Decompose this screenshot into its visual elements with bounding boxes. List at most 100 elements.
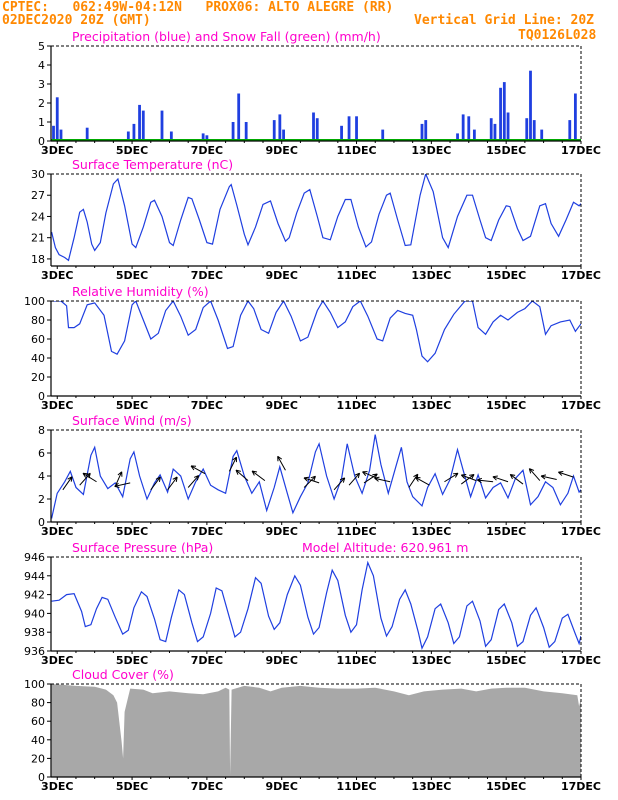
x-tick-label: 11DEC	[337, 399, 377, 412]
precip-bar	[160, 110, 164, 141]
x-tick-label: 11DEC	[337, 780, 377, 793]
wind-arrow	[167, 476, 178, 491]
wind-arrow	[460, 473, 475, 485]
header-location: CPTEC: 062:49W-04:12N PROX06: ALTO ALEGR…	[2, 0, 394, 15]
panel-annotation: Model Altitude: 620.961 m	[302, 540, 468, 555]
precip-bar	[472, 129, 476, 141]
precip-bar	[489, 118, 493, 141]
precip-bar	[315, 118, 319, 141]
wind-arrow	[476, 477, 494, 484]
wind-arrow	[528, 468, 541, 481]
x-tick-label: 5DEC	[116, 654, 148, 667]
x-tick-label: 9DEC	[266, 780, 298, 793]
precip-bar	[467, 116, 471, 141]
series-line	[51, 434, 581, 519]
x-tick-label: 13DEC	[411, 654, 451, 667]
precip-bar	[456, 133, 459, 141]
precip-bar	[340, 125, 343, 141]
series-line	[51, 174, 581, 262]
x-tick-label: 3DEC	[41, 144, 73, 157]
x-tick-label: 11DEC	[337, 144, 377, 157]
wind-arrow	[228, 456, 237, 472]
series-line	[51, 560, 581, 650]
x-tick-label: 5DEC	[116, 269, 148, 282]
x-tick-label: 13DEC	[411, 144, 451, 157]
precip-bar	[540, 129, 544, 141]
precip-bar	[506, 112, 510, 141]
y-tick-label: 2	[38, 493, 45, 506]
x-tick-label: 5DEC	[116, 780, 148, 793]
data-layer	[51, 70, 581, 141]
x-tick-label: 5DEC	[116, 525, 148, 538]
y-tick-label: 938	[24, 626, 45, 639]
x-tick-label: 17DEC	[561, 525, 601, 538]
data-layer	[51, 174, 581, 262]
panel-title: Relative Humidity (%)	[72, 284, 209, 299]
panel-2	[47, 300, 582, 399]
series-line	[51, 301, 581, 363]
precip-bar	[205, 135, 209, 141]
precip-bar	[529, 70, 532, 141]
y-tick-label: 40	[31, 734, 45, 747]
precip-bar	[231, 122, 235, 141]
x-tick-label: 3DEC	[41, 780, 73, 793]
y-tick-label: 0	[38, 135, 45, 148]
x-tick-label: 9DEC	[266, 654, 298, 667]
panel-title: Surface Temperature (nC)	[72, 157, 233, 172]
y-tick-label: 0	[38, 516, 45, 529]
x-tick-label: 17DEC	[561, 399, 601, 412]
wind-arrow	[114, 482, 131, 489]
precip-bar	[85, 127, 89, 141]
y-tick-label: 60	[31, 715, 45, 728]
x-tick-label: 9DEC	[266, 525, 298, 538]
y-tick-label: 80	[31, 314, 45, 327]
y-tick-label: 8	[38, 424, 45, 437]
wind-arrow	[235, 469, 249, 481]
wind-arrow	[408, 473, 419, 488]
precip-bar	[493, 123, 497, 141]
data-layer	[51, 560, 581, 650]
y-tick-label: 940	[24, 607, 45, 620]
wind-arrow	[303, 476, 320, 484]
y-tick-label: 1	[38, 116, 45, 129]
precip-bar	[141, 110, 145, 141]
y-tick-label: 0	[38, 390, 45, 403]
x-tick-label: 17DEC	[561, 780, 601, 793]
precip-bar	[59, 129, 63, 141]
x-tick-label: 9DEC	[266, 269, 298, 282]
y-tick-label: 0	[38, 771, 45, 784]
y-tick-label: 30	[31, 168, 45, 181]
wind-arrow	[557, 470, 574, 478]
cloud-area	[51, 684, 581, 777]
x-tick-label: 7DEC	[191, 780, 223, 793]
precip-bar	[525, 118, 529, 141]
panel-5	[47, 683, 582, 780]
x-tick-label: 17DEC	[561, 654, 601, 667]
x-tick-label: 3DEC	[41, 269, 73, 282]
panel-4	[47, 556, 582, 654]
wind-arrow	[251, 470, 266, 481]
wind-arrow	[444, 472, 459, 483]
wind-arrow	[460, 474, 477, 482]
x-tick-label: 13DEC	[411, 780, 451, 793]
data-layer	[51, 301, 581, 363]
precip-bar	[420, 123, 424, 141]
precip-bar	[237, 93, 241, 141]
precip-bar	[312, 112, 315, 141]
y-tick-label: 21	[31, 232, 45, 245]
precip-bar	[138, 104, 141, 141]
precip-bar	[568, 120, 572, 141]
wind-arrow	[114, 471, 123, 487]
precip-bar	[355, 116, 358, 141]
precip-bar	[502, 82, 506, 141]
precip-bar	[381, 129, 385, 141]
x-tick-label: 7DEC	[191, 654, 223, 667]
y-tick-label: 942	[24, 589, 45, 602]
precip-bar	[169, 131, 173, 141]
precip-bar	[282, 129, 285, 141]
y-tick-label: 6	[38, 447, 45, 460]
x-tick-label: 13DEC	[411, 399, 451, 412]
y-tick-label: 4	[38, 59, 45, 72]
y-tick-label: 40	[31, 352, 45, 365]
wind-arrow	[509, 473, 524, 485]
